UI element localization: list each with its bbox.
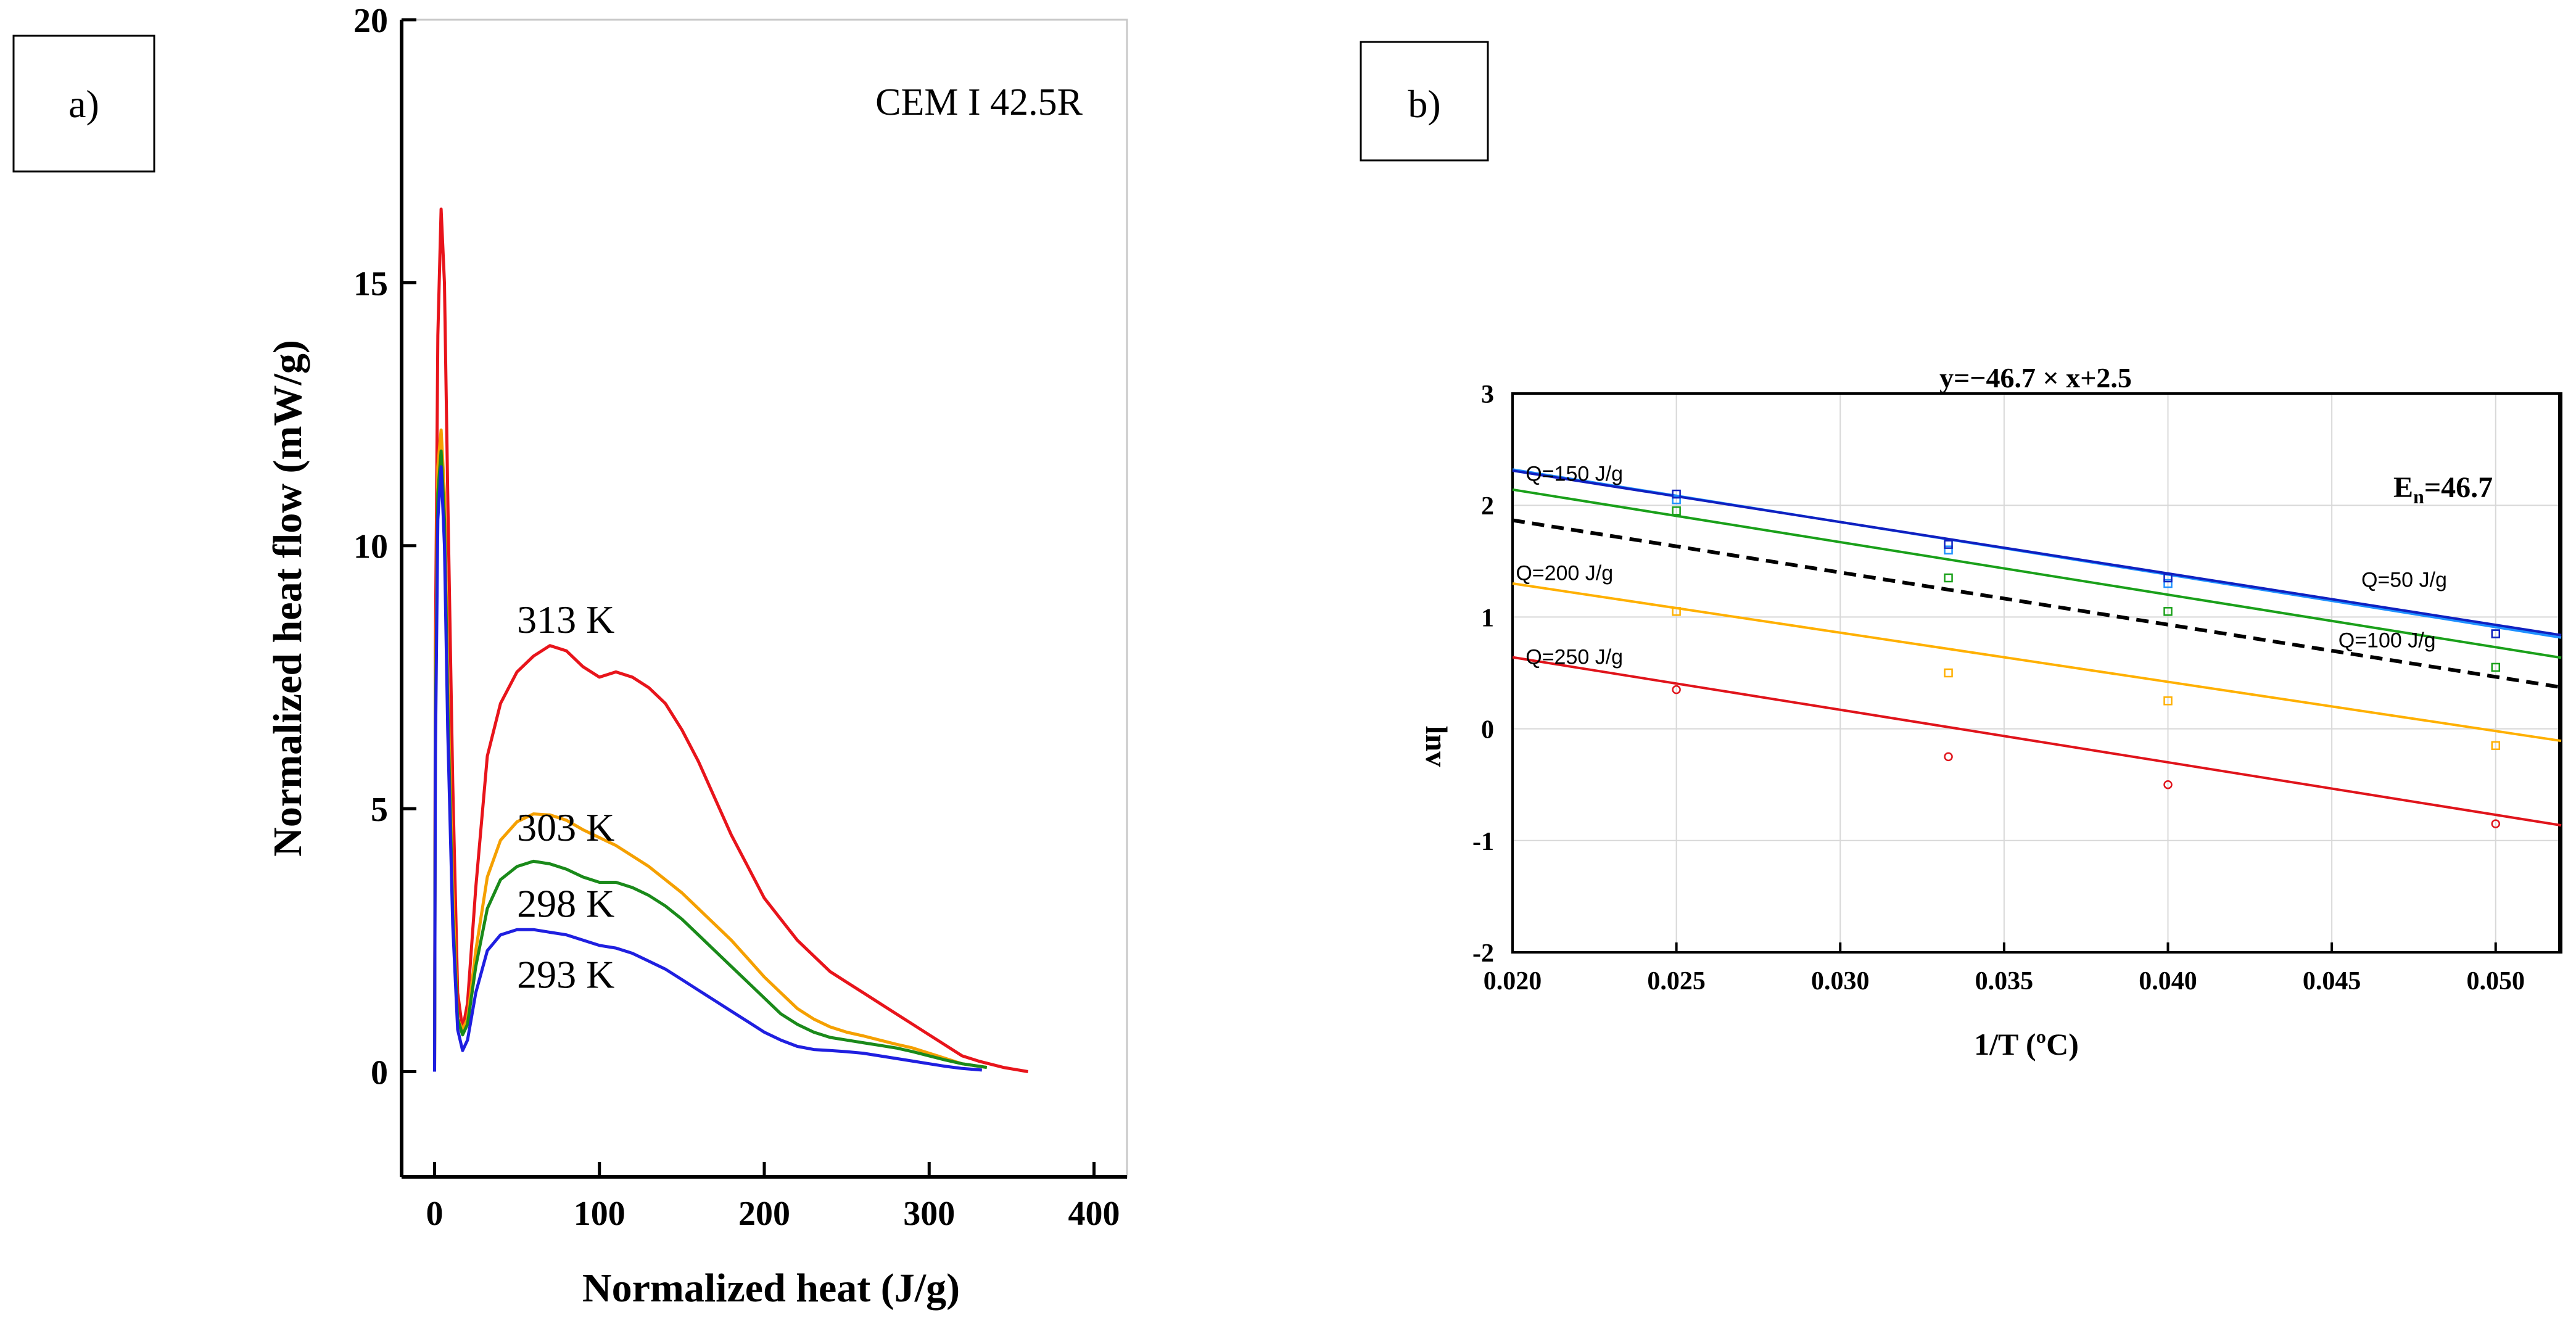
chart-b-y-tick-label: 2 xyxy=(1481,492,1494,521)
panel-a-label: a) xyxy=(68,82,99,126)
chart-a-x-tick-label: 0 xyxy=(426,1195,443,1233)
chart-a-series-label: 293 K xyxy=(517,953,614,997)
chart-b-data-point xyxy=(2491,819,2500,828)
chart-b-y-tick-label: 1 xyxy=(1481,604,1494,632)
chart-b-y-tick-label: -1 xyxy=(1472,828,1494,856)
panel-b-label: b) xyxy=(1408,82,1440,126)
chart-b-data-point xyxy=(1944,573,1953,583)
chart-b-data-point xyxy=(2163,607,2173,616)
chart-b-en-main: E xyxy=(2393,471,2413,504)
chart-a-y-tick-label: 15 xyxy=(353,265,388,303)
chart-a: 0 100 200 300 400 0 5 10 15 20 313 K 303 K 298 K 293… xyxy=(265,2,1128,1311)
chart-b-data-point xyxy=(1944,545,1953,554)
chart-b-x-tick-label: 0.040 xyxy=(2139,967,2197,995)
chart-a-x-axis-title: Normalized heat (J/g) xyxy=(582,1266,960,1311)
chart-b-en-rest: =46.7 xyxy=(2424,471,2493,504)
chart-b-data-point xyxy=(2163,696,2173,706)
chart-b-data-point xyxy=(2491,662,2500,672)
chart-b-points xyxy=(1672,489,2500,828)
chart-b-y-tick-label: 3 xyxy=(1481,381,1494,409)
chart-b-fit-line xyxy=(1512,582,2562,743)
chart-b-title: y=−46.7 × x+2.5 xyxy=(1939,362,2132,394)
chart-a-ticks: 0 100 200 300 400 0 5 10 15 20 xyxy=(353,2,1120,1233)
chart-b-x-tick-label: 0.020 xyxy=(1484,967,1542,995)
chart-a-cement-annotation: CEM I 42.5R xyxy=(875,81,1083,123)
chart-a-x-tick-label: 300 xyxy=(903,1195,955,1233)
chart-b-data-point xyxy=(1944,540,1953,549)
chart-b-fit-line xyxy=(1512,656,2562,827)
chart-b-x-tick-label: 0.035 xyxy=(1975,967,2034,995)
chart-b-series-label: Q=250 J/g xyxy=(1525,646,1623,669)
chart-a-y-tick-label: 0 xyxy=(371,1053,388,1092)
chart-a-series-label: 313 K xyxy=(517,598,614,641)
chart-a-series-label: 303 K xyxy=(517,806,614,849)
chart-b-x-tick-label: 0.050 xyxy=(2467,967,2525,995)
chart-a-y-tick-label: 5 xyxy=(371,791,388,829)
chart-b-series-label: Q=100 J/g xyxy=(2339,629,2436,652)
chart-b: 0.020 0.025 0.030 0.035 0.040 0.045 0.050 3 2 1 0 -… xyxy=(1419,362,2562,1061)
chart-b-en-annotation: En=46.7 xyxy=(2393,471,2493,508)
chart-b-data-point xyxy=(2163,780,2173,789)
chart-a-plot-frame xyxy=(400,19,1128,1178)
chart-b-x-tick-label: 0.025 xyxy=(1647,967,1706,995)
chart-b-data-point xyxy=(1672,506,1681,516)
chart-b-fit-lines xyxy=(1512,468,2562,827)
panel-b-label-box xyxy=(1360,41,1489,162)
chart-b-fit-line xyxy=(1512,488,2562,659)
panel-a-label-box xyxy=(12,35,155,173)
chart-b-ticks: 0.020 0.025 0.030 0.035 0.040 0.045 0.050 3 2 1 0 -… xyxy=(1472,381,2525,995)
chart-b-data-point xyxy=(1944,752,1953,762)
chart-b-series-labels: Q=50 J/g Q=100 J/g Q=150 J/g Q=200 J/g Q=250… xyxy=(1516,462,2447,669)
chart-a-series-line xyxy=(433,207,1029,1073)
chart-b-y-axis-title: lnv xyxy=(1419,726,1454,767)
chart-b-data-point xyxy=(1944,668,1953,678)
chart-b-series-label: Q=50 J/g xyxy=(2361,568,2447,591)
chart-b-data-point xyxy=(1672,495,1681,505)
chart-b-fit-line xyxy=(1512,469,2562,637)
chart-b-data-point xyxy=(1672,489,1681,499)
chart-b-data-point xyxy=(1672,685,1681,694)
chart-b-y-tick-label: -2 xyxy=(1472,939,1494,968)
chart-b-x-tick-label: 0.030 xyxy=(1811,967,1870,995)
chart-b-x-tick-label: 0.045 xyxy=(2303,967,2361,995)
chart-b-data-point xyxy=(2491,629,2500,638)
chart-a-x-tick-label: 200 xyxy=(738,1195,790,1233)
chart-b-x-axis-title: 1/T (ºC) xyxy=(1974,1027,2079,1061)
chart-a-y-tick-label: 20 xyxy=(353,2,388,40)
chart-b-series-label: Q=150 J/g xyxy=(1525,462,1623,485)
chart-a-series-label: 298 K xyxy=(517,882,614,926)
chart-a-y-axis-title: Normalized heat flow (mW/g) xyxy=(265,340,310,857)
chart-b-data-point xyxy=(1672,607,1681,616)
chart-b-y-tick-label: 0 xyxy=(1481,716,1494,744)
chart-a-series xyxy=(433,207,1029,1073)
chart-a-x-tick-label: 100 xyxy=(574,1195,625,1233)
chart-a-series-line xyxy=(433,465,983,1072)
chart-b-data-point xyxy=(2491,741,2500,751)
chart-a-x-tick-label: 400 xyxy=(1068,1195,1120,1233)
chart-a-y-tick-label: 10 xyxy=(353,528,388,566)
chart-b-series-label: Q=200 J/g xyxy=(1516,562,1613,585)
chart-a-series-labels: 313 K 303 K 298 K 293 K xyxy=(517,598,614,997)
chart-b-en-sub: n xyxy=(2413,485,2424,508)
chart-b-data-point xyxy=(2163,579,2173,588)
chart-b-data-point xyxy=(2163,573,2173,583)
